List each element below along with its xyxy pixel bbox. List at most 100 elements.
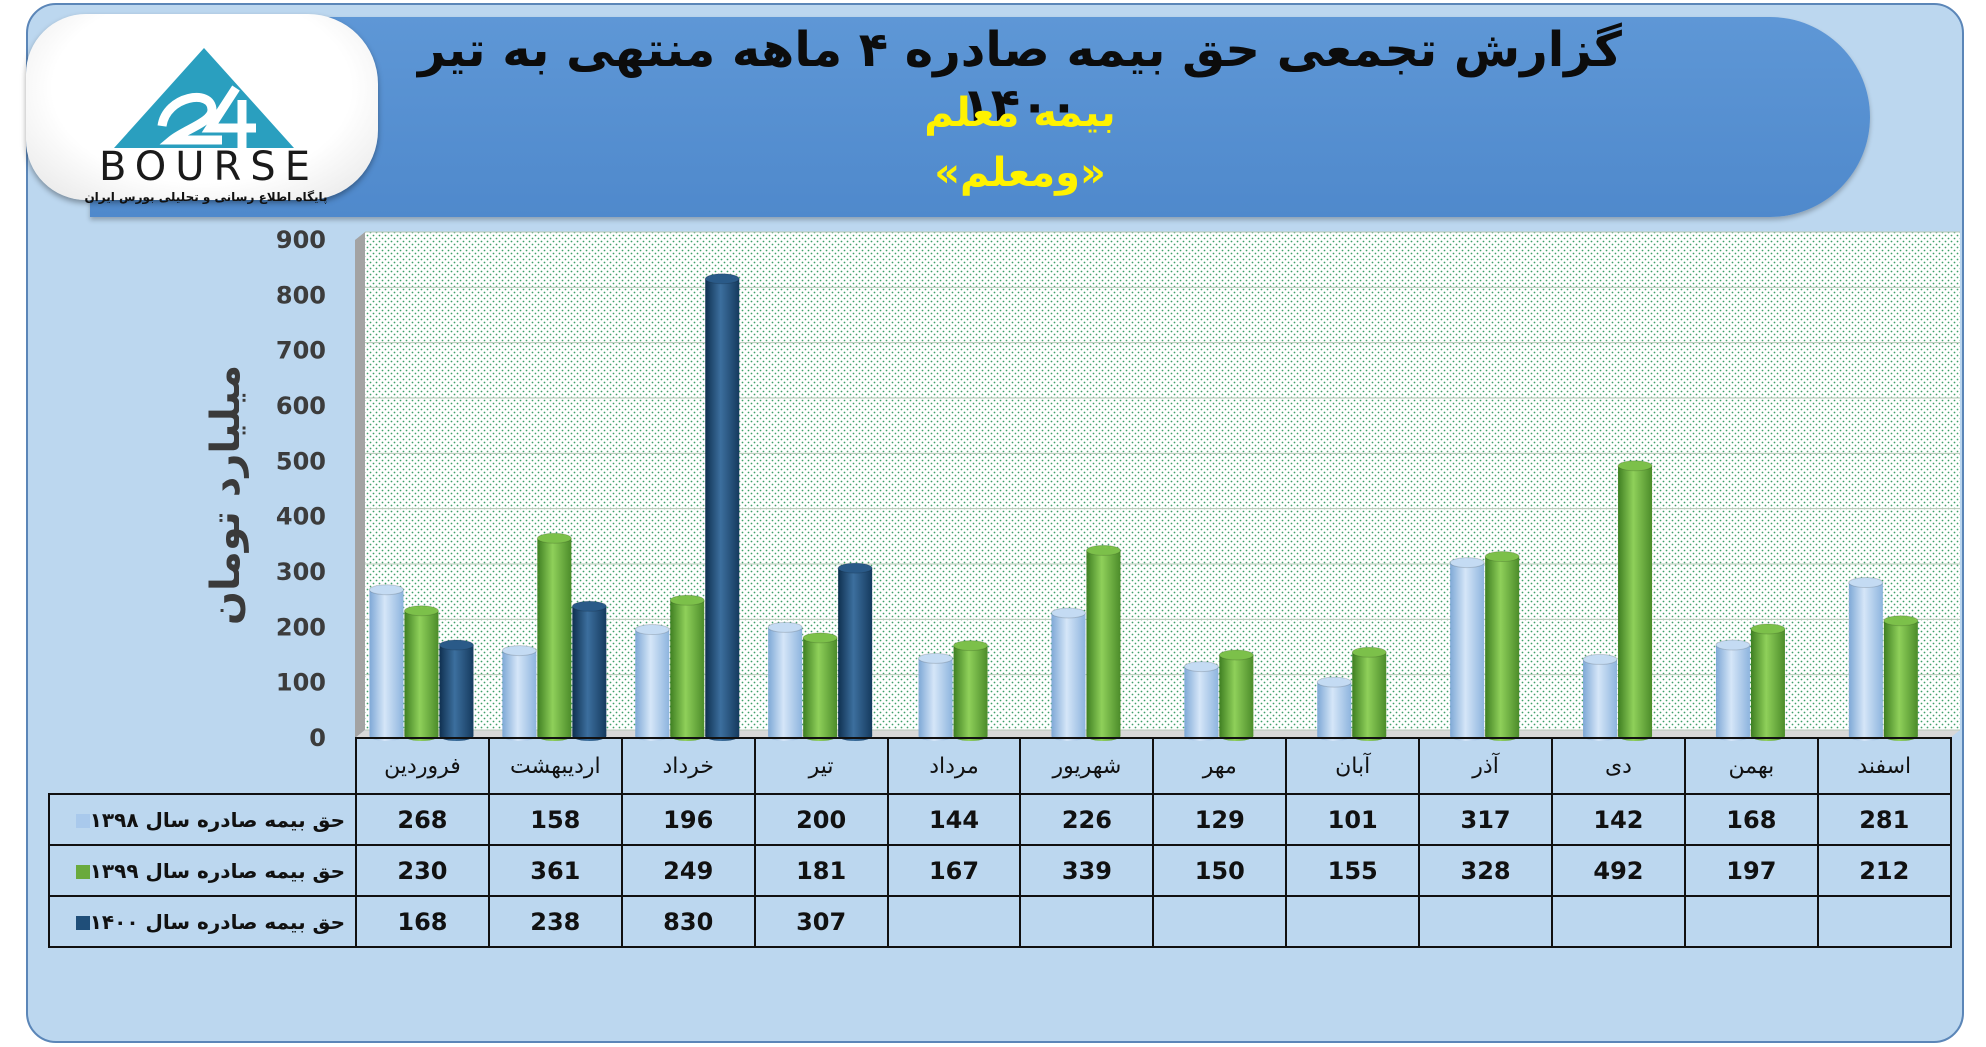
bar-1399 — [1750, 623, 1786, 741]
bar-1399 — [1351, 646, 1387, 741]
bar-1399 — [802, 632, 838, 741]
bar-1398 — [1715, 639, 1751, 741]
plot-area — [365, 232, 1960, 730]
value-cell — [1152, 895, 1288, 948]
value-cell: 197 — [1683, 844, 1819, 897]
bourse24-logo: BOURSE پایگاه اطلاع رسانی و تحلیلی بورس … — [26, 14, 378, 204]
value-cell: 339 — [1019, 844, 1155, 897]
value-cell — [1683, 895, 1819, 948]
value-cell: 317 — [1418, 793, 1554, 846]
table-row: حق بیمه صادره سال ۱۳۹۸ 268 158 196 200 144 226… — [48, 793, 1952, 846]
value-cell — [1285, 895, 1421, 948]
month-header: آذر — [1418, 737, 1554, 795]
bar-1400 — [837, 562, 873, 741]
logo-caption: پایگاه اطلاع رسانی و تحلیلی بورس ایران — [84, 190, 328, 204]
data-table: فروردین اردیبهشت خرداد تیر مرداد شهریور مهر آبا… — [48, 737, 1952, 948]
table-row: حق بیمه صادره سال ۱۳۹۹ 230 361 249 181 167 339… — [48, 844, 1952, 897]
month-header: آبان — [1285, 737, 1421, 795]
value-cell: 492 — [1551, 844, 1686, 897]
ticker-symbol: «ومعلم» — [934, 150, 1106, 196]
value-cell: 196 — [620, 793, 756, 846]
value-cell: 167 — [886, 844, 1022, 897]
month-header: شهریور — [1019, 737, 1155, 795]
legend-swatch — [75, 916, 90, 930]
y-tick-label: 300 — [276, 558, 326, 586]
value-cell: 200 — [753, 793, 889, 846]
bar-1400 — [704, 273, 740, 741]
value-cell: 226 — [1019, 793, 1155, 846]
month-header: بهمن — [1683, 737, 1819, 795]
y-tick-label: 0 — [309, 724, 326, 752]
bar-1398 — [1449, 557, 1485, 741]
bar-1398 — [1316, 676, 1352, 741]
value-cell: 307 — [753, 895, 889, 948]
value-cell: 268 — [355, 793, 490, 846]
value-cell: 142 — [1551, 793, 1686, 846]
value-cell: 361 — [487, 844, 623, 897]
month-header: تیر — [753, 737, 889, 795]
bar-1399 — [1218, 649, 1254, 741]
series-label: حق بیمه صادره سال ۱۳۹۹ — [48, 844, 357, 897]
y-tick-label: 800 — [276, 281, 326, 309]
value-cell: 238 — [487, 895, 623, 948]
series-label: حق بیمه صادره سال ۱۳۹۸ — [48, 793, 357, 846]
plot-floor — [355, 730, 1960, 738]
plot-side-wall — [355, 232, 365, 738]
chart-subtitle: بیمه معلم — [924, 90, 1116, 136]
value-cell: 158 — [487, 793, 623, 846]
value-cell — [1418, 895, 1554, 948]
series-label: حق بیمه صادره سال ۱۴۰۰ — [48, 895, 357, 948]
month-header: خرداد — [620, 737, 756, 795]
bar-1398 — [1582, 653, 1618, 741]
value-cell: 168 — [1683, 793, 1819, 846]
chart-title: گزارش تجمعی حق بیمه صادره ۴ ماهه منتهی ب… — [418, 22, 1622, 134]
value-cell: 101 — [1285, 793, 1421, 846]
value-cell: 168 — [355, 895, 490, 948]
value-cell: 830 — [620, 895, 756, 948]
bar-1398 — [634, 624, 670, 741]
value-cell: 155 — [1285, 844, 1421, 897]
value-cell: 328 — [1418, 844, 1554, 897]
bar-1400 — [438, 639, 474, 741]
y-tick-label: 400 — [276, 503, 326, 531]
y-tick-label: 700 — [276, 337, 326, 365]
bar-1399 — [403, 605, 439, 741]
bar-1399 — [669, 594, 705, 741]
value-cell: 212 — [1816, 844, 1952, 897]
month-header: اردیبهشت — [487, 737, 623, 795]
y-tick-label: 100 — [276, 669, 326, 697]
y-tick-label: 900 — [276, 226, 326, 254]
month-header: دی — [1551, 737, 1686, 795]
bar-1399 — [953, 640, 989, 741]
value-cell — [1019, 895, 1155, 948]
value-cell: 281 — [1816, 793, 1952, 846]
logo-wordmark: BOURSE — [99, 144, 319, 190]
bar-1400 — [571, 600, 607, 741]
value-cell: 144 — [886, 793, 1022, 846]
month-header: مهر — [1152, 737, 1288, 795]
legend-swatch — [75, 814, 90, 828]
header-banner — [90, 17, 1870, 217]
value-cell — [886, 895, 1022, 948]
month-header: مرداد — [886, 737, 1022, 795]
bar-1398 — [767, 621, 803, 741]
table-row: حق بیمه صادره سال ۱۴۰۰ 168 238 830 307 — [48, 895, 1952, 948]
bar-1398 — [918, 652, 954, 741]
y-tick-label: 200 — [276, 613, 326, 641]
bar-1398 — [1183, 661, 1219, 741]
bar-1399 — [1484, 551, 1520, 741]
bar-1399 — [1883, 615, 1919, 741]
bar-1398 — [1050, 607, 1086, 741]
value-cell: 230 — [355, 844, 490, 897]
y-tick-label: 600 — [276, 392, 326, 420]
table-corner — [49, 738, 356, 794]
bar-1398 — [368, 584, 404, 741]
bar-1399 — [1617, 460, 1653, 741]
value-cell: 181 — [753, 844, 889, 897]
bar-1399 — [536, 532, 572, 741]
legend-swatch — [75, 865, 90, 879]
value-cell: 150 — [1152, 844, 1288, 897]
logo-triangle-icon — [114, 48, 294, 148]
value-cell — [1816, 895, 1952, 948]
bar-1398 — [501, 645, 537, 741]
